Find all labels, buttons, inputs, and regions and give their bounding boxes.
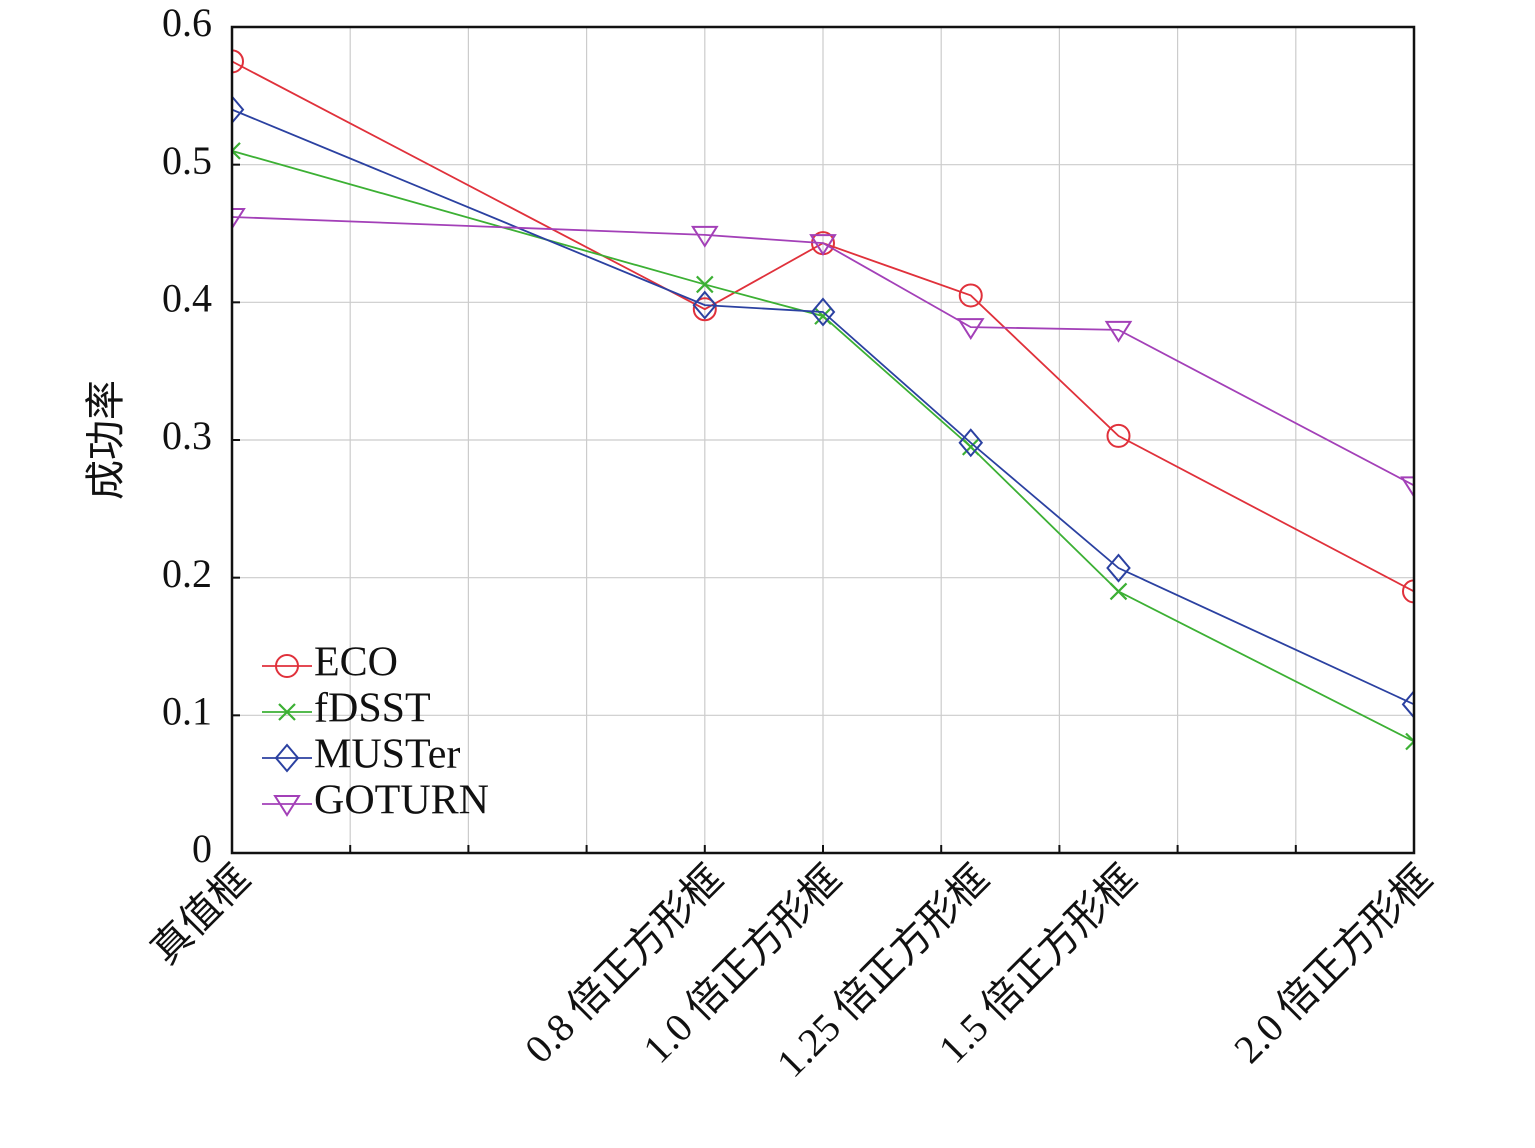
plot-area [232,49,1414,751]
y-tick-label: 0.2 [162,551,212,596]
data-point-goturn [690,225,719,248]
data-point-eco [1402,579,1414,604]
legend-label-muster: MUSTer [314,732,460,778]
legend-marker-muster [274,743,300,773]
data-point-eco [232,49,244,74]
y-tick-label: 0 [192,826,212,871]
data-point-goturn [956,318,985,340]
data-point-eco [692,297,717,322]
data-point-eco [958,283,983,308]
legend-label-fdsst: fDSST [314,686,431,732]
x-tick-label: 真值框 [142,856,259,973]
data-point-goturn [809,234,837,257]
y-tick-label: 0.6 [162,0,212,45]
data-point-fdsst [961,438,980,456]
data-point-muster [810,297,836,327]
y-tick-label: 0.3 [162,413,212,458]
legend-marker-goturn [273,795,301,817]
data-point-eco [1106,423,1131,448]
data-point-fdsst [232,142,241,160]
legend-label-goturn: GOTURN [314,778,489,824]
data-point-goturn [232,207,246,230]
series-line-fdsst [232,150,1414,743]
x-tick-label: 2.0 倍正方形框 [1225,856,1441,1072]
grid [232,27,1414,853]
data-point-fdsst [1109,582,1128,601]
data-point-muster [958,428,984,458]
y-axis-label: 成功率 [83,380,128,500]
data-point-fdsst [696,275,714,294]
series-line-eco [232,60,1414,593]
series-line-goturn [232,216,1414,487]
data-point-fdsst [1405,732,1414,751]
y-tick-label: 0.4 [162,276,212,321]
data-point-goturn [1104,320,1133,343]
data-point-muster [1106,553,1131,583]
y-tick-label: 0.1 [162,689,212,734]
y-tick-label: 0.5 [162,138,212,183]
data-point-muster [232,95,245,125]
legend-marker-fdsst [278,703,296,721]
legend-marker-eco [275,654,299,678]
x-tick-label: 0.8 倍正方形框 [516,856,732,1072]
data-point-goturn [1400,476,1414,499]
series-line-muster [232,108,1414,706]
data-point-muster [1401,689,1414,719]
data-point-muster [692,290,718,320]
legend-label-eco: ECO [314,640,398,686]
